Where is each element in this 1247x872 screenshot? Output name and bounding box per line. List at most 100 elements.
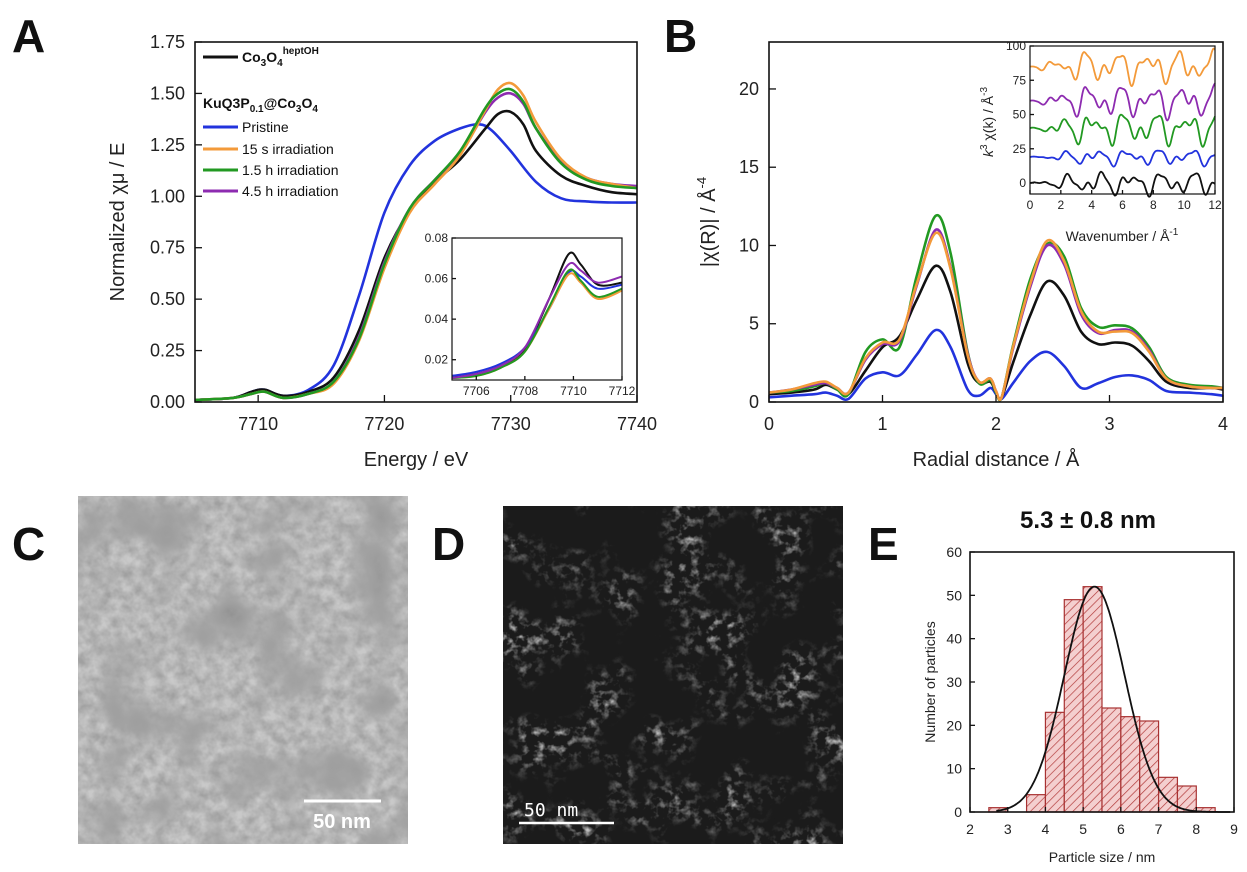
chart-b-inset-line [1029,113,1216,148]
histogram-bar [1082,586,1103,813]
chart-e-ylabel: Number of particles [922,621,938,742]
chart-a-ytick-label: 0.25 [150,341,185,361]
chart-a-inset-xtick-label: 7706 [463,384,490,398]
chart-a-inset-series-group [451,251,623,379]
chart-b-ytick-label: 20 [739,79,759,99]
chart-b-ytick-label: 0 [749,392,759,412]
chart-b-ylabel: |χ(R)| / Å-4 [694,177,720,267]
chart-a-ytick-label: 0.00 [150,392,185,412]
chart-a-ylabel: Normalized χμ / E [107,143,129,302]
chart-a-ytick-label: 1.25 [150,135,185,155]
chart-b-inset-line [1029,47,1216,87]
chart-b-series-line [768,264,1224,401]
chart-e-xtick-label: 5 [1079,821,1087,837]
chart-e-ytick-label: 60 [946,544,962,560]
chart-a-series-group [194,81,638,402]
chart-b-inset-ylabel-rest: χ(k) / Å [980,95,996,144]
chart-b-inset-line [1029,149,1216,168]
chart-e-ytick-label: 50 [946,587,962,603]
chart-a-frame [194,41,638,403]
chart-b-ylabel-main: |χ(R)| / Å [697,188,720,267]
chart-a-inset-ticks: 7706 7708 7710 7712 0.02 0.04 0.06 0.08 [425,231,636,398]
chart-a-ytick-label: 1.75 [150,32,185,52]
panel-letter-b: B [664,10,697,62]
chart-a: 7710 7720 7730 7740 0.00 0.25 0.50 0.75 1.00 1.25… [107,32,657,471]
legend-item-pristine: Pristine [242,119,289,135]
chart-a-xtick-label: 7740 [617,414,657,434]
legend-item-1-5h: 1.5 h irradiation [242,162,339,178]
chart-b-ytick-label: 15 [739,157,759,177]
chart-b-inset-ytick-label: 75 [1013,73,1027,87]
chart-b-xtick-label: 4 [1218,414,1228,434]
chart-b-xtick-label: 1 [877,414,887,434]
chart-e-xtick-label: 8 [1192,821,1200,837]
chart-b-ytick-label: 10 [739,235,759,255]
chart-b-ytick-label: 5 [749,314,759,334]
chart-a-inset-ytick-label: 0.08 [425,231,449,245]
chart-a-ytick-label: 1.50 [150,83,185,103]
chart-b-inset-xlabel-sup: -1 [1169,227,1178,238]
chart-a-xtick-label: 7720 [364,414,404,434]
chart-e-xtick-label: 6 [1117,821,1125,837]
chart-e-xtick-label: 7 [1155,821,1163,837]
chart-b-xlabel: Radial distance / Å [913,448,1080,471]
chart-a-xtick-label: 7730 [491,414,531,434]
chart-a-xlabel: Energy / eV [364,449,469,471]
panel-letter-e: E [868,518,899,570]
panel-letter-a: A [12,10,45,62]
chart-e-fit [996,585,1231,813]
chart-a-inset-line [451,261,623,379]
chart-b-xtick-label: 0 [764,414,774,434]
chart-a-ytick-label: 0.50 [150,289,185,309]
histogram-bar [1101,707,1122,813]
chart-e-ytick-label: 0 [954,804,962,820]
chart-a-inset-frame [451,237,623,381]
chart-b-inset-xtick-label: 0 [1027,198,1034,212]
chart-b-inset-xtick-label: 6 [1119,198,1126,212]
chart-b-inset-ytick-label: 25 [1013,142,1027,156]
chart-b-inset-ylabel: k3 χ(k) / Å-3 [979,87,996,157]
legend-group-main: KuQ3P [203,95,250,111]
chart-b-xtick-label: 3 [1104,414,1114,434]
chart-a-legend: Co3O4heptOH KuQ3P0.1@Co3O4 Pristine 15 s… [203,46,339,199]
chart-e-bars [988,586,1216,813]
chart-a-xtick-label: 7710 [238,414,278,434]
chart-b-inset-ytick-label: 50 [1013,108,1027,122]
chart-a-ticks: 7710 7720 7730 7740 0.00 0.25 0.50 0.75 1.00 1.25… [150,32,657,434]
chart-e-xtick-label: 3 [1004,821,1012,837]
legend-group-sub1: 0.1 [250,104,264,115]
chart-e-xtick-label: 9 [1230,821,1238,837]
legend-ref-mid: O [266,49,277,65]
chart-e-ytick-label: 40 [946,631,962,647]
histogram-bar [1157,776,1179,813]
legend-ref-sub2: 4 [277,58,283,69]
chart-e-ticks: 2 3 4 5 6 7 8 9 0 10 20 30 40 50 60 [946,544,1238,837]
haadf-image-d-particles [503,506,843,844]
panel-letter-d: D [432,518,465,570]
scale-label-c: 50 nm [313,811,371,833]
chart-b-inset-xtick-label: 4 [1088,198,1095,212]
chart-a-inset-ytick-label: 0.02 [425,353,449,367]
chart-e-title: 5.3 ± 0.8 nm [1020,507,1156,534]
legend-group-mid: @Co [264,95,296,111]
chart-b: 0 1 2 3 4 0 5 10 15 20 Radial distance / Å |χ(R)|… [694,39,1228,471]
chart-a-ytick-label: 1.00 [150,186,185,206]
chart-b-inset-xlabel-main: Wavenumber / Å [1066,228,1170,244]
chart-b-inset: 0 2 4 6 8 10 12 0 25 50 75 100 Wavenumber / Å-1 k3 … [979,39,1222,244]
chart-b-inset-xtick-label: 8 [1150,198,1157,212]
chart-a-inset-xtick-label: 7712 [609,384,636,398]
chart-b-inset-ylabel-sup: 3 [979,144,990,150]
chart-a-inset-ytick-label: 0.04 [425,312,449,326]
legend-group-label: KuQ3P0.1@Co3O4 [203,95,318,115]
haadf-image-d-texture [503,506,843,844]
chart-b-series-line [768,228,1224,402]
tem-image-c: 50 nm [78,496,408,844]
chart-b-inset-xtick-label: 2 [1057,198,1064,212]
gaussian-fit-line [996,585,1231,813]
chart-a-inset-xtick-label: 7708 [512,384,539,398]
histogram-bar [1025,794,1047,813]
chart-b-inset-ytick-label: 100 [1006,39,1026,53]
legend-ref-label: Co3O4heptOH [242,46,319,69]
legend-group-end: O [301,95,312,111]
legend-ref-sup: heptOH [283,46,319,57]
